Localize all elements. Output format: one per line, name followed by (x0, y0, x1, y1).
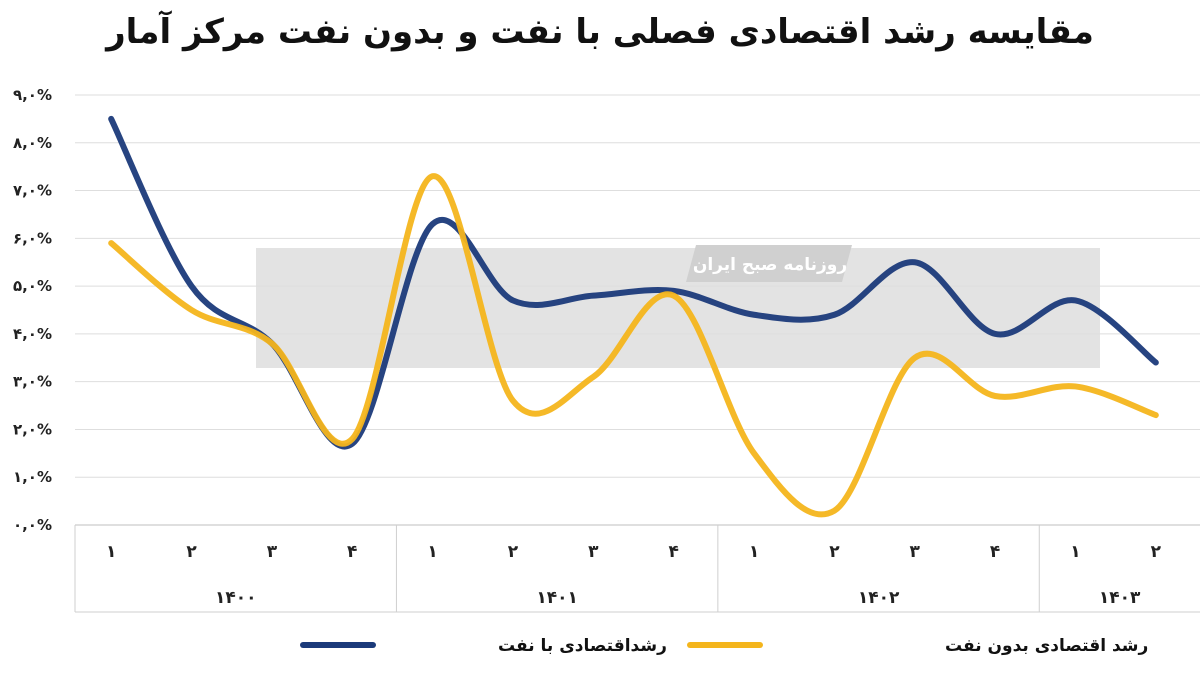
chart-title: مقایسه رشد اقتصادی فصلی با نفت و بدون نف… (106, 12, 1094, 52)
x-tick-label: ۱ (1070, 542, 1080, 562)
x-tick-label: ۳ (267, 542, 278, 562)
y-tick-label: ۲,۰% (13, 420, 52, 438)
x-tick-label: ۳ (588, 542, 599, 562)
y-tick-label: ۴,۰% (13, 325, 52, 343)
x-axis: ۱ ۲ ۳ ۴ ۱ ۲ ۳ ۴ ۱ ۲ ۳ ۴ ۱ ۲ ۱۴۰۰ ۱۴۰۱ ۱۴۰۲ ۱۴۰۳ (74, 525, 1200, 613)
x-tick-label: ۲ (829, 542, 840, 562)
y-tick-label: ۸,۰% (13, 134, 52, 152)
year-group-label: ۱۴۰۳ (1099, 588, 1141, 608)
year-group-label: ۱۴۰۰ (215, 588, 257, 608)
y-tick-label: ۹,۰% (13, 86, 52, 104)
x-tick-label: ۲ (1151, 542, 1162, 562)
legend: رشداقتصادی با نفت رشد اقتصادی بدون نفت (300, 636, 1148, 656)
x-tick-label: ۱ (749, 542, 759, 562)
y-tick-label: ۰,۰% (13, 516, 52, 534)
y-tick-label: ۷,۰% (13, 182, 52, 200)
watermark-label: روزنامه صبح ایران (693, 255, 847, 275)
year-group-label: ۱۴۰۲ (858, 588, 900, 608)
legend-label: رشد اقتصادی بدون نفت (945, 636, 1148, 656)
year-group-label: ۱۴۰۱ (536, 588, 578, 608)
y-axis-ticks: ۰,۰% ۱,۰% ۲,۰% ۳,۰% ۴,۰% ۵,۰% ۶,۰% ۷,۰% ۸,۰% ۹,۰% (13, 86, 52, 534)
y-tick-label: ۳,۰% (13, 373, 52, 391)
x-tick-label: ۱ (427, 542, 437, 562)
x-tick-label: ۴ (990, 542, 1000, 562)
watermark-badge: روزنامه صبح ایران (686, 245, 852, 282)
y-tick-label: ۵,۰% (13, 277, 52, 295)
x-tick-label: ۴ (668, 542, 678, 562)
x-tick-label: ۴ (347, 542, 357, 562)
x-tick-label: ۲ (508, 542, 519, 562)
y-tick-label: ۶,۰% (13, 229, 52, 247)
series-line-2 (108, 173, 1159, 518)
series-lines (108, 115, 1159, 518)
x-tick-label: ۳ (910, 542, 921, 562)
x-tick-label: ۲ (186, 542, 197, 562)
x-tick-label: ۱ (106, 542, 116, 562)
legend-label: رشداقتصادی با نفت (498, 636, 667, 656)
y-tick-label: ۱,۰% (13, 468, 52, 486)
